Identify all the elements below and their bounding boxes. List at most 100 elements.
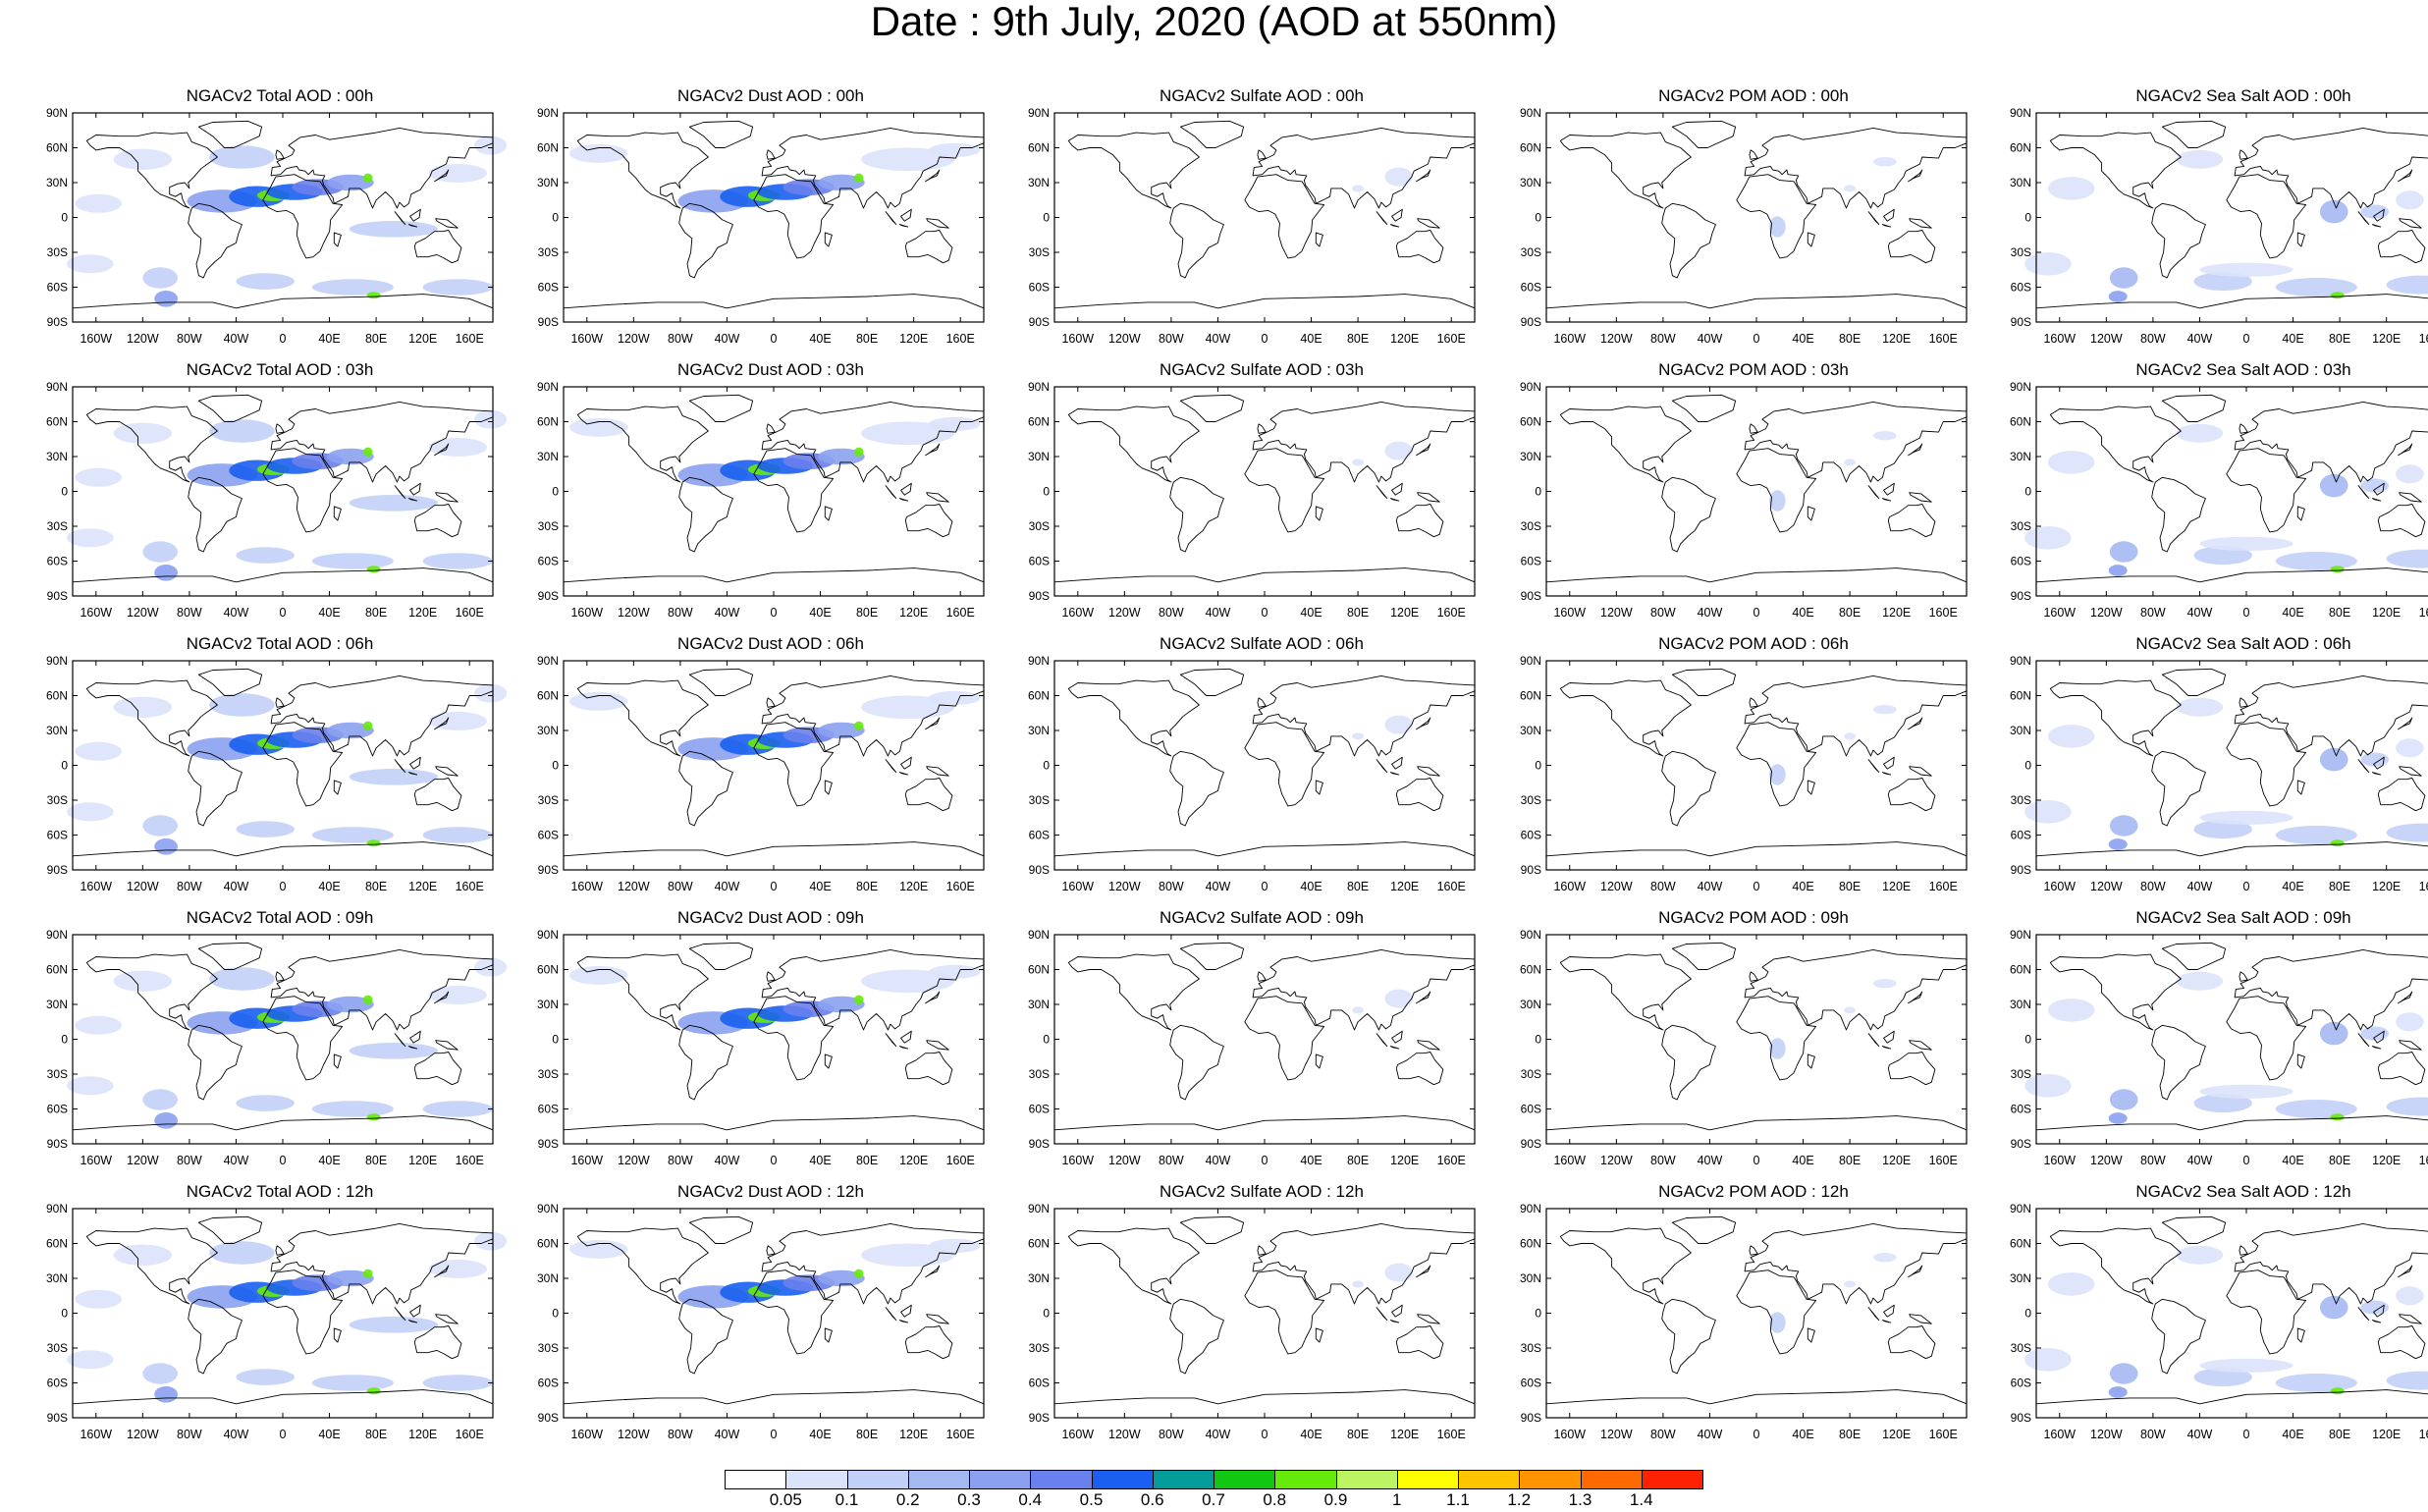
coastline (2049, 1227, 2182, 1305)
lon-label: 0 (280, 332, 287, 346)
lon-label: 120E (1390, 1428, 1419, 1441)
coastline (2151, 1024, 2206, 1101)
coastline (766, 149, 776, 160)
coastline (885, 211, 897, 226)
coastline (1559, 132, 1692, 209)
map-plot: 90N 60N 30N 0 30S 60S 90S 160W 120W 80W 40W 0 40E 80E… (1028, 106, 1476, 346)
coastline (1315, 506, 1323, 521)
coastline (1881, 1046, 1892, 1050)
map-panel-seasalt-r0: NGACv2 Sea Salt AOD : 00h 90N 60N 30N 0 30S 60… (1999, 86, 2428, 357)
map-plot: 90N 60N 30N 0 30S 60S 90S 160W 120W 80W 40W 0 40E 80E… (537, 1202, 985, 1441)
lat-label: 30S (2011, 793, 2031, 807)
coastline (435, 492, 459, 503)
coastline (407, 1320, 418, 1323)
map-panel-sulfate-r1: NGACv2 Sulfate AOD : 03h 90N 60N 30N 0 30S 60S… (1017, 360, 1508, 631)
coastline (1559, 405, 1692, 483)
coastline (2035, 1389, 2428, 1419)
coastline (688, 668, 754, 696)
lon-label: 80W (668, 1428, 693, 1441)
lat-label: 30S (1029, 1067, 1050, 1081)
lat-label: 90N (1028, 1202, 1050, 1215)
coastline (2296, 232, 2305, 247)
lon-label: 160W (80, 606, 112, 620)
lon-label: 120E (2372, 606, 2401, 620)
coastline (2357, 759, 2370, 774)
lon-label: 160W (1553, 880, 1586, 893)
coastline (1244, 448, 1325, 533)
lon-label: 80W (1650, 606, 1676, 620)
lat-label: 60S (1521, 829, 1541, 842)
coastline (435, 218, 459, 229)
lon-label: 80W (1650, 332, 1676, 346)
aod-region (854, 721, 864, 730)
lat-label: 30S (538, 793, 559, 807)
lat-label: 60N (537, 141, 559, 155)
lon-label: 80W (2140, 332, 2166, 346)
coastline (885, 1307, 897, 1322)
coastline (688, 1215, 754, 1244)
aod-region (2047, 451, 2095, 474)
aod-region (1384, 441, 1413, 460)
coastline (2398, 169, 2413, 183)
aod-region (209, 145, 275, 169)
lon-label: 160W (1061, 332, 1094, 346)
aod-region (2386, 275, 2428, 295)
colorbar-swatch (1580, 1470, 1643, 1489)
aod-region (428, 1260, 487, 1278)
aod-shading (569, 142, 981, 213)
aod-region (2396, 738, 2424, 758)
lon-label: 120E (2372, 1154, 2401, 1167)
lat-label: 90S (2011, 1137, 2031, 1151)
lon-label: 80W (1159, 880, 1184, 893)
lon-label: 40E (2282, 1428, 2303, 1441)
lat-label: 90N (1520, 1202, 1541, 1215)
lon-label: 40E (1300, 1154, 1322, 1167)
aod-region (854, 995, 864, 1004)
lon-label: 80W (2140, 1154, 2166, 1167)
coastline (1867, 485, 1880, 500)
lat-label: 0 (552, 1033, 559, 1047)
lon-label: 0 (771, 1154, 778, 1167)
lat-label: 60N (1520, 141, 1541, 155)
colorbar-swatch (1396, 1470, 1459, 1489)
coastline (409, 1304, 421, 1318)
lon-label: 120W (127, 1428, 159, 1441)
aod-region (422, 279, 493, 296)
lat-label: 0 (1043, 1307, 1050, 1321)
coastline (2035, 294, 2428, 323)
coastline (926, 1314, 949, 1324)
lon-label: 120E (899, 1154, 928, 1167)
lat-label: 90N (537, 928, 559, 942)
coastline (1315, 232, 1323, 247)
lon-label: 160E (1929, 1154, 1958, 1167)
coastline (2399, 492, 2422, 503)
lat-label: 0 (61, 1307, 68, 1321)
colorbar-swatch (1641, 1470, 1703, 1489)
map-panel-total-r1: NGACv2 Total AOD : 03h 90N 60N 30N 0 30S 60S 90… (35, 360, 526, 631)
coastline (1257, 1245, 1267, 1256)
lat-label: 90N (2010, 106, 2031, 120)
lon-label: 40W (715, 880, 740, 893)
coastline (1257, 423, 1267, 434)
aod-region (67, 1350, 114, 1370)
lon-label: 40E (809, 1154, 831, 1167)
aod-region (861, 147, 955, 172)
coastline (394, 485, 406, 500)
coastline (2296, 780, 2305, 795)
coastline (904, 778, 953, 812)
colorbar-label: 0.5 (1079, 1490, 1104, 1509)
coastline (678, 1024, 733, 1101)
lon-label: 160E (946, 332, 975, 346)
coastline (197, 120, 263, 148)
coastline (270, 948, 494, 1031)
lat-label: 60S (1029, 555, 1050, 568)
aod-region (142, 1089, 178, 1110)
coastline (2226, 722, 2307, 807)
lon-label: 80E (365, 606, 387, 620)
lon-label: 80W (1159, 332, 1184, 346)
lat-label: 60S (538, 1103, 559, 1116)
coastline (925, 991, 941, 1004)
colorbar-swatch (1335, 1470, 1398, 1489)
lon-label: 120W (1108, 606, 1141, 620)
aod-region (366, 839, 381, 847)
